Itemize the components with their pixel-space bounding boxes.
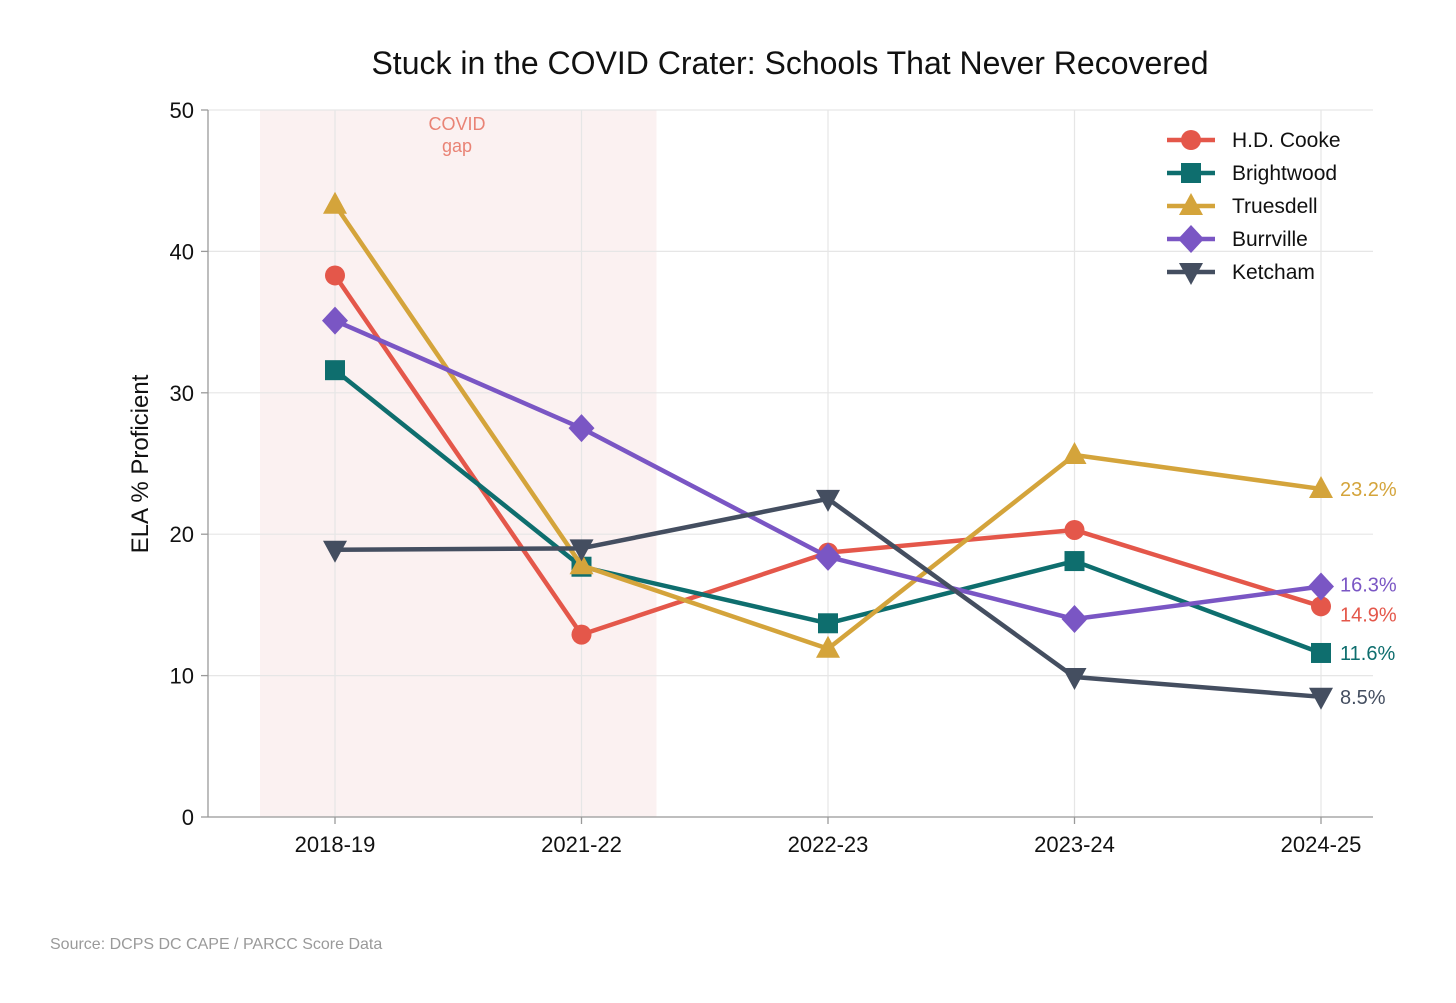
series-burrville: [322, 306, 1334, 634]
data-point-truesdell: [323, 191, 347, 214]
data-point-burrville: [1308, 572, 1334, 601]
data-point-burrville: [1061, 605, 1088, 634]
y-axis-label: ELA % Proficient: [127, 374, 154, 553]
legend-swatch-marker: [1181, 163, 1201, 183]
y-tick-label: 10: [170, 664, 194, 689]
end-label-h-d-cooke: 14.9%: [1340, 604, 1397, 626]
source-note: Source: DCPS DC CAPE / PARCC Score Data: [50, 936, 382, 953]
legend-swatch-marker: [1178, 225, 1204, 253]
chart-title: Stuck in the COVID Crater: Schools That …: [371, 45, 1208, 81]
legend-item-h-d-cooke: H.D. Cooke: [1167, 129, 1341, 152]
end-labels: 14.9% 11.6% 23.2% 16.3% 8.5%: [1340, 479, 1397, 709]
legend-label-h-d-cooke: H.D. Cooke: [1232, 129, 1341, 152]
end-label-burrville: 16.3%: [1340, 575, 1397, 597]
data-point-ketcham: [1062, 668, 1087, 691]
grid: [208, 109, 1373, 818]
x-tick-label: 2023-24: [1034, 832, 1115, 857]
legend-item-brightwood: Brightwood: [1167, 162, 1337, 185]
y-tick-label: 20: [170, 522, 194, 547]
legend-item-truesdell: Truesdell: [1167, 193, 1318, 218]
y-tick-label: 0: [182, 805, 194, 830]
data-point-brightwood: [325, 360, 345, 381]
legend-swatch-marker: [1179, 193, 1203, 215]
legend-label-truesdell: Truesdell: [1232, 195, 1318, 218]
legend-swatch-marker: [1181, 130, 1201, 150]
y-tick-label: 50: [170, 98, 194, 123]
legend: H.D. Cooke Brightwood Truesdell Burrville Ke…: [1167, 129, 1341, 285]
legend-label-brightwood: Brightwood: [1232, 162, 1337, 185]
covid-gap-shade: [260, 110, 657, 817]
data-point-ketcham: [323, 540, 347, 563]
end-label-brightwood: 11.6%: [1340, 643, 1395, 665]
covid-gap-label-line2: gap: [442, 136, 472, 156]
data-point-burrville: [815, 542, 841, 571]
data-point-h-d-cooke: [325, 265, 345, 286]
data-point-h-d-cooke: [1064, 519, 1085, 540]
series-ketcham: [323, 489, 1333, 710]
series-layer: [322, 191, 1334, 710]
data-point-brightwood: [1064, 551, 1085, 572]
y-tick-label: 40: [170, 239, 194, 264]
covid-gap-label-line1: COVID: [428, 114, 485, 134]
data-point-h-d-cooke: [571, 624, 592, 645]
x-tick-label: 2024-25: [1281, 832, 1362, 857]
legend-item-burrville: Burrville: [1167, 225, 1308, 253]
legend-item-ketcham: Ketcham: [1167, 261, 1315, 285]
data-point-truesdell: [569, 552, 594, 575]
legend-swatch-marker: [1179, 263, 1203, 285]
data-point-truesdell: [1309, 475, 1333, 498]
x-tick-label: 2021-22: [541, 832, 622, 857]
data-point-ketcham: [816, 489, 840, 512]
data-point-ketcham: [1309, 687, 1333, 710]
data-point-truesdell: [816, 635, 840, 658]
data-point-burrville: [568, 414, 595, 443]
data-point-brightwood: [818, 613, 838, 634]
legend-label-burrville: Burrville: [1232, 228, 1308, 251]
x-tick-label: 2018-19: [295, 832, 376, 857]
data-point-burrville: [322, 306, 348, 335]
data-point-truesdell: [1062, 442, 1087, 465]
y-tick-label: 30: [170, 381, 194, 406]
axes: 0 10 20 30 40 50 2018-19 2021-22 2022-23 2023-24 2…: [170, 98, 1373, 857]
data-point-ketcham: [569, 539, 594, 562]
legend-label-ketcham: Ketcham: [1232, 261, 1315, 284]
series-truesdell: [323, 191, 1333, 658]
data-point-brightwood: [1311, 642, 1331, 663]
data-point-h-d-cooke: [1311, 596, 1331, 617]
x-tick-label: 2022-23: [788, 832, 869, 857]
end-label-ketcham: 8.5%: [1340, 687, 1386, 709]
end-label-truesdell: 23.2%: [1340, 479, 1397, 501]
